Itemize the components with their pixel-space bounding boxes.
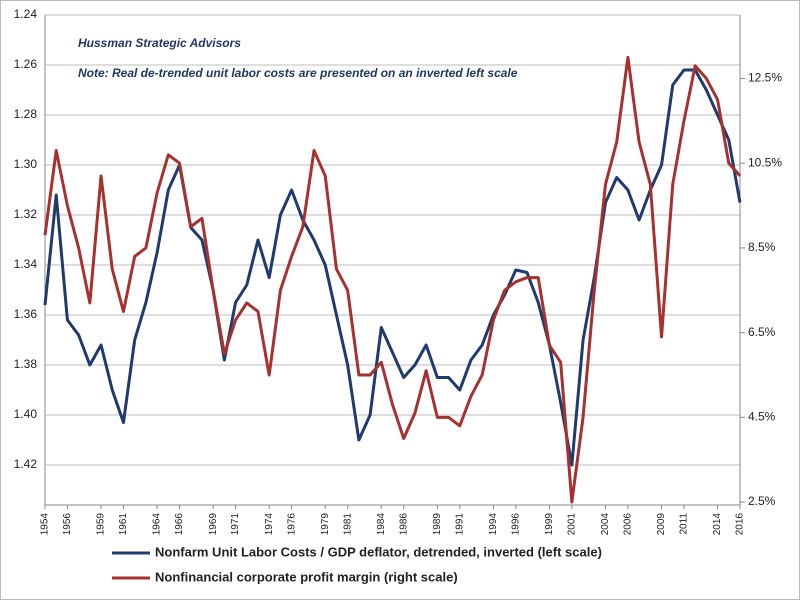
x-tick-label: 2016 bbox=[735, 513, 746, 536]
y2-tick-label: 6.5% bbox=[748, 325, 776, 339]
y-tick-label: 1.32 bbox=[14, 207, 38, 221]
x-tick-label: 1984 bbox=[376, 513, 387, 536]
legend-label: Nonfinancial corporate profit margin (ri… bbox=[155, 569, 458, 584]
y-tick-label: 1.30 bbox=[14, 157, 38, 171]
y2-tick-label: 2.5% bbox=[748, 494, 776, 508]
y2-tick-label: 8.5% bbox=[748, 240, 776, 254]
series-line bbox=[43, 55, 742, 504]
y2-tick-label: 10.5% bbox=[748, 155, 782, 169]
x-tick-label: 1976 bbox=[286, 513, 297, 536]
x-tick-label: 1961 bbox=[118, 513, 129, 536]
x-tick-label: 1979 bbox=[320, 513, 331, 536]
x-tick-label: 1954 bbox=[40, 513, 51, 536]
x-tick-label: 2006 bbox=[623, 513, 634, 536]
x-tick-label: 1994 bbox=[488, 513, 499, 536]
x-tick-label: 1989 bbox=[432, 513, 443, 536]
x-tick-label: 1971 bbox=[230, 513, 241, 536]
x-tick-label: 2014 bbox=[712, 513, 723, 536]
x-tick-label: 1956 bbox=[62, 513, 73, 536]
legend-label: Nonfarm Unit Labor Costs / GDP deflator,… bbox=[155, 544, 602, 559]
annotation: Note: Real de-trended unit labor costs a… bbox=[78, 66, 518, 80]
y-tick-label: 1.34 bbox=[14, 257, 38, 271]
y-tick-label: 1.24 bbox=[14, 7, 38, 21]
x-tick-label: 2001 bbox=[566, 513, 577, 536]
y-tick-label: 1.38 bbox=[14, 357, 38, 371]
x-tick-label: 1964 bbox=[152, 513, 163, 536]
x-tick-label: 1991 bbox=[454, 513, 465, 536]
x-tick-label: 2004 bbox=[600, 513, 611, 536]
x-tick-label: 2009 bbox=[656, 513, 667, 536]
x-tick-label: 1969 bbox=[208, 513, 219, 536]
y-tick-label: 1.42 bbox=[14, 457, 38, 471]
x-tick-label: 1981 bbox=[342, 513, 353, 536]
y-tick-label: 1.28 bbox=[14, 107, 38, 121]
annotation: Hussman Strategic Advisors bbox=[78, 36, 241, 50]
x-tick-label: 1996 bbox=[510, 513, 521, 536]
y-tick-label: 1.40 bbox=[14, 407, 38, 421]
x-tick-label: 1966 bbox=[174, 513, 185, 536]
x-tick-label: 1986 bbox=[398, 513, 409, 536]
y2-tick-label: 12.5% bbox=[748, 71, 782, 85]
x-tick-label: 2011 bbox=[679, 513, 690, 535]
x-tick-label: 1959 bbox=[96, 513, 107, 536]
x-tick-label: 1974 bbox=[264, 513, 275, 536]
y-tick-label: 1.26 bbox=[14, 57, 38, 71]
y-tick-label: 1.36 bbox=[14, 307, 38, 321]
series-line bbox=[43, 68, 742, 467]
x-tick-label: 1999 bbox=[544, 513, 555, 536]
y2-tick-label: 4.5% bbox=[748, 410, 776, 424]
